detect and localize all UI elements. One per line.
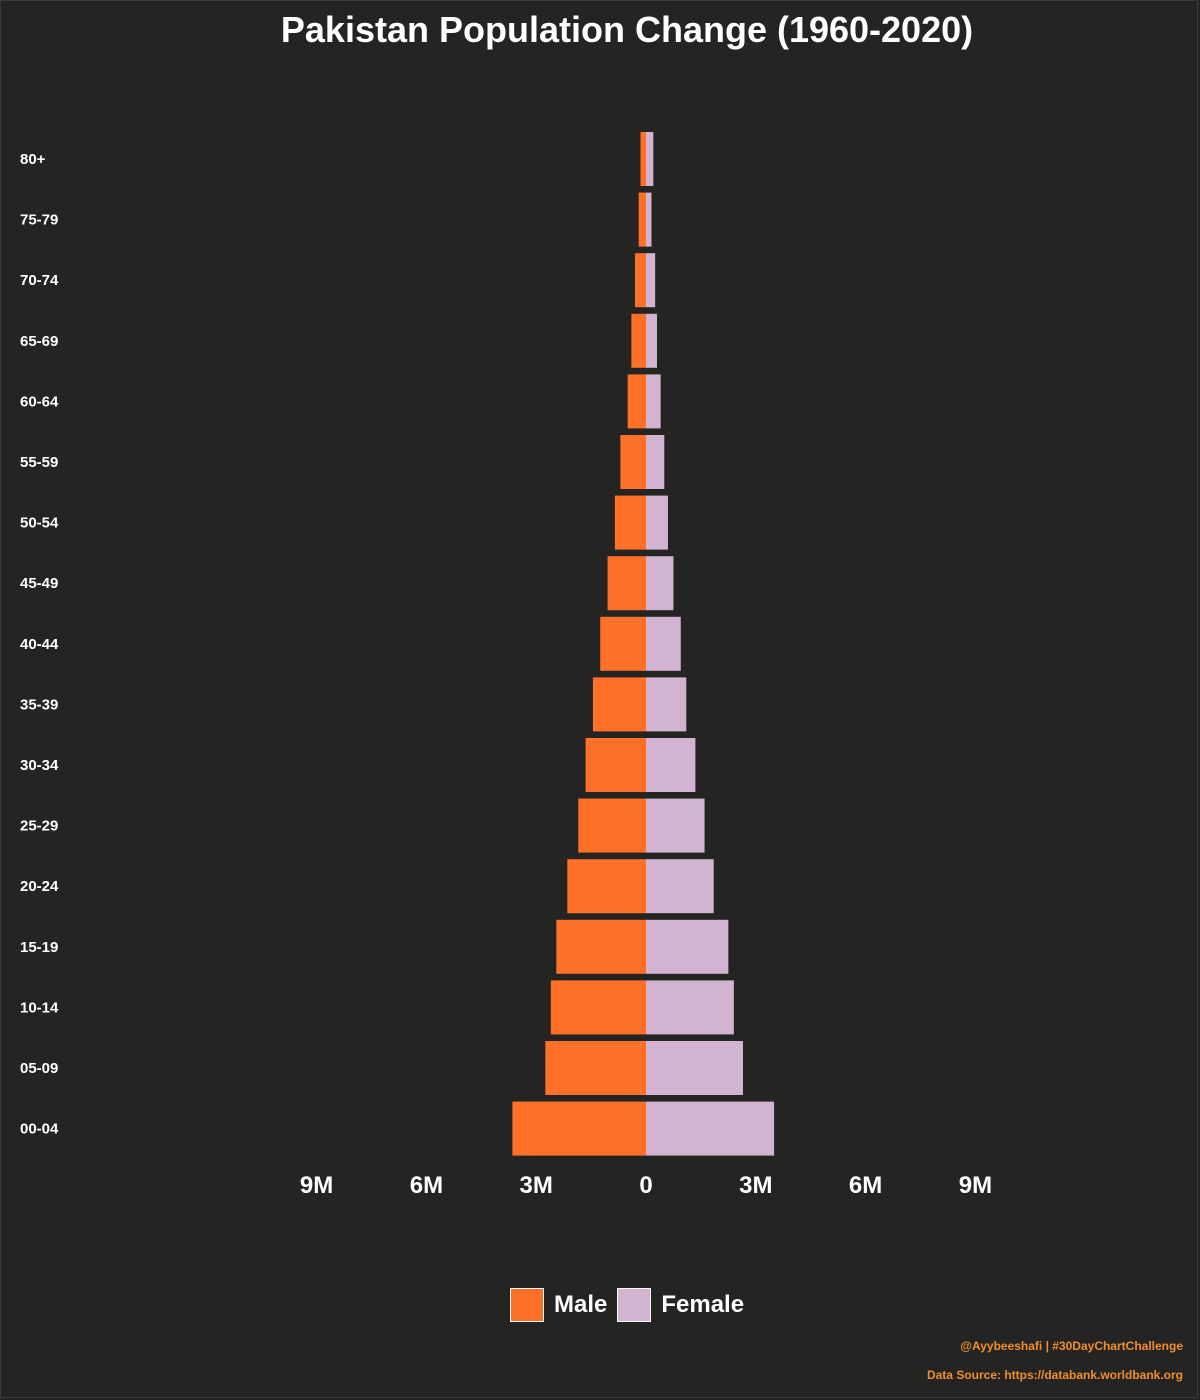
y-tick-label: 20-24 [20,878,59,895]
y-tick-label: 45-49 [20,575,58,592]
legend-item-male: Male [510,1288,607,1322]
bar-male-05-09 [545,1041,646,1095]
bar-male-40-44 [600,616,646,671]
y-tick-label: 35-39 [20,696,58,713]
legend: Male Female [510,1288,744,1322]
bar-female-10-14 [646,980,734,1035]
y-tick-label: 00-04 [20,1121,59,1138]
legend-swatch-male [510,1288,544,1322]
y-axis-labels: 80+ 75-79 70-74 65-69 60-64 55-59 50-54 45-49 40… [20,151,59,1138]
caption-source: Data Source: https://databank.worldbank.… [926,1368,1183,1382]
bar-male-80+ [640,132,646,186]
bar-female-50-54 [646,495,668,550]
x-tick-label: 0 [639,1172,652,1199]
y-tick-label: 05-09 [20,1060,58,1077]
bar-female-55-59 [646,435,665,489]
bar-female-60-64 [646,374,661,429]
x-tick-label: 6M [410,1172,443,1199]
chart-title: Pakistan Population Change (1960-2020) [280,9,974,50]
caption-author: @Ayybeeshafi | #30DayChartChallenge [960,1339,1183,1353]
y-tick-label: 25-29 [20,818,58,835]
y-tick-label: 70-74 [20,272,59,289]
bar-male-50-54 [614,495,646,550]
bar-male-60-64 [627,374,646,429]
bar-male-35-39 [592,677,646,732]
x-tick-label: 6M [849,1172,882,1199]
bar-female-00-04 [646,1101,775,1156]
bar-male-30-34 [585,738,646,792]
y-tick-label: 30-34 [20,757,59,774]
bar-female-75-79 [646,192,652,247]
y-tick-label: 40-44 [20,636,59,653]
bar-female-20-24 [646,859,714,914]
legend-label-male: Male [554,1291,608,1318]
bar-male-10-14 [550,980,646,1035]
bar-female-25-29 [646,798,705,853]
bar-male-70-74 [635,253,646,308]
x-tick-label: 3M [739,1172,772,1199]
bar-male-00-04 [512,1101,646,1156]
bar-male-65-69 [631,313,646,368]
bar-female-05-09 [646,1041,743,1095]
bar-female-15-19 [646,919,729,974]
bar-male-15-19 [556,919,646,974]
bar-female-30-34 [646,738,696,792]
bar-female-80+ [646,132,654,186]
x-tick-label: 9M [300,1172,333,1199]
bar-male-45-49 [607,556,646,611]
bar-male-55-59 [620,435,646,489]
bar-female-70-74 [646,253,656,308]
y-tick-label: 60-64 [20,393,59,410]
x-tick-label: 9M [959,1172,992,1199]
bar-male-20-24 [567,859,646,914]
y-tick-label: 55-59 [20,454,58,471]
y-tick-label: 15-19 [20,939,58,956]
bar-female-40-44 [646,616,681,671]
y-tick-label: 50-54 [20,515,59,532]
bars-group [512,132,775,1156]
bar-female-35-39 [646,677,687,732]
legend-label-female: Female [661,1291,745,1318]
y-tick-label: 65-69 [20,333,58,350]
legend-swatch-female [617,1288,652,1322]
y-tick-label: 80+ [20,151,46,168]
legend-item-female: Female [617,1288,744,1322]
bar-female-45-49 [646,556,674,611]
bar-female-65-69 [646,313,657,368]
bar-male-75-79 [638,192,646,247]
x-axis-labels: 9M 6M 3M 0 3M 6M 9M [300,1172,992,1199]
y-tick-label: 75-79 [20,212,58,229]
bar-male-25-29 [578,798,646,853]
y-tick-label: 10-14 [20,999,59,1016]
x-tick-label: 3M [520,1172,553,1199]
